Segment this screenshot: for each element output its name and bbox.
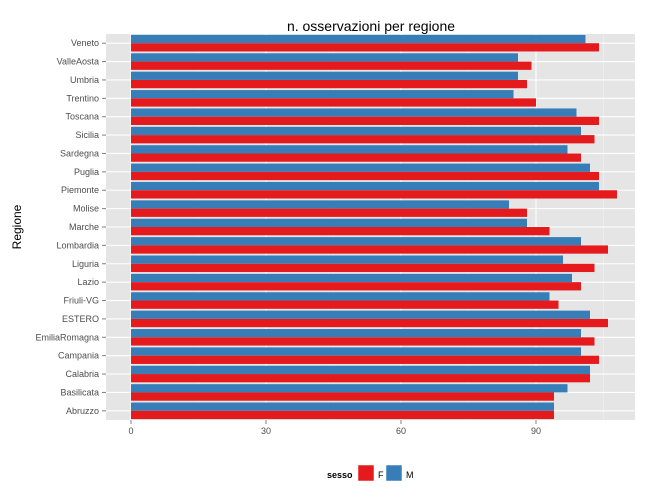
bar-F-Umbria [131,79,527,89]
x-tick-label: 90 [531,426,541,436]
y-tick-label: Friuli-VG [64,296,100,306]
bar-F-ESTERO [131,318,608,328]
bar-M-Umbria [131,71,518,80]
bar-F-Puglia [131,171,599,181]
bar-F-EmiliaRomagna [131,337,595,346]
y-tick-label: Umbria [70,75,99,85]
y-tick-label: ESTERO [62,314,99,324]
y-tick-label: Veneto [71,38,99,48]
y-tick-label: Marche [69,222,99,232]
bar-F-Calabria [131,374,590,383]
bar-M-Sicilia [131,126,581,136]
bar-M-Molise [131,200,509,209]
bars [131,34,617,420]
bar-M-Puglia [131,163,590,172]
bar-M-Toscana [131,108,577,117]
bar-F-Toscana [131,116,599,125]
bar-M-ValleAosta [131,53,518,62]
legend-label-F: F [378,470,384,480]
y-tick-label: Molise [73,204,99,214]
y-tick-label: Toscana [65,112,99,122]
legend-key-M [385,464,403,482]
y-tick-label: Liguria [72,259,99,269]
bar-M-Lazio [131,273,572,283]
bar-F-Friuli-VG [131,300,559,309]
x-tick-label: 60 [396,426,406,436]
bar-M-Campania [131,347,581,356]
bar-M-Piemonte [131,181,599,191]
y-tick-label: Trentino [66,93,99,103]
y-tick-label: Puglia [74,167,99,177]
bar-F-Piemonte [131,190,617,199]
y-tick-labels: Abruzzo Basilicata Calabria Campania EmiliaR… [35,38,106,416]
y-tick-label: Basilicata [60,387,99,397]
bar-F-Veneto [131,43,599,52]
bar-F-Abruzzo [131,410,554,420]
legend-label-M: M [406,470,414,480]
y-tick-label: Sardegna [60,148,99,158]
y-tick-label: Calabria [65,369,99,379]
y-tick-label: ValleAosta [57,57,99,67]
y-tick-label: Piemonte [61,185,99,195]
x-tick-labels: 0 30 60 90 [128,420,541,436]
bar-F-Liguria [131,263,595,273]
y-tick-label: Sicilia [75,130,99,140]
bar-F-Marche [131,227,550,236]
bar-F-Lombardia [131,245,608,254]
bar-M-ESTERO [131,310,590,319]
bar-F-Basilicata [131,392,554,401]
bar-M-Veneto [131,34,586,44]
y-tick-label: Lazio [77,277,99,287]
legend-title: sesso [327,470,353,480]
legend: sesso F M [327,464,414,482]
bar-M-Friuli-VG [131,292,550,301]
bar-M-EmiliaRomagna [131,329,581,338]
bar-M-Trentino [131,90,514,99]
legend-key-F [357,464,375,482]
y-tick-label: Lombardia [56,240,99,250]
chart-title: n. osservazioni per regione [287,18,455,34]
bar-M-Sardegna [131,145,568,154]
bar-M-Marche [131,218,527,227]
y-axis-label: Regione [10,204,24,249]
bar-F-Campania [131,355,599,364]
x-tick-label: 30 [261,426,271,436]
bar-M-Liguria [131,255,563,264]
y-tick-label: EmiliaRomagna [35,332,99,342]
bar-M-Abruzzo [131,402,554,411]
bar-M-Basilicata [131,384,568,393]
bar-M-Calabria [131,365,590,375]
bar-M-Lombardia [131,237,581,246]
y-tick-label: Campania [58,351,99,361]
bar-F-ValleAosta [131,61,532,70]
x-tick-label: 0 [128,426,133,436]
y-tick-label: Abruzzo [66,406,99,416]
bar-F-Trentino [131,98,536,107]
bar-F-Lazio [131,282,581,291]
bar-F-Sardegna [131,153,581,162]
bar-F-Molise [131,208,527,217]
bar-F-Sicilia [131,135,595,144]
